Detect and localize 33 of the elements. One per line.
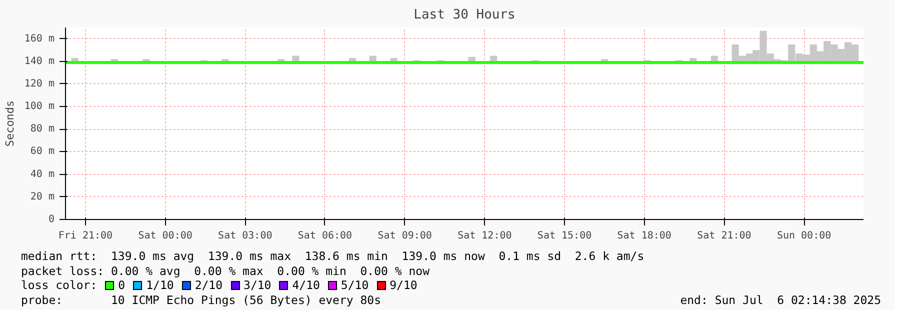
y-tick-label: 40 m <box>30 168 55 180</box>
y-tick-label: 20 m <box>30 191 55 202</box>
y-tick-label: 80 m <box>30 124 55 135</box>
legend-label: 9/10 <box>390 278 418 292</box>
x-tick-label: Sat 09:00 <box>378 230 432 242</box>
x-tick-label: Sat 03:00 <box>218 230 272 242</box>
y-tick-label: 140 m <box>24 56 55 67</box>
x-tick-label: Sat 06:00 <box>298 230 352 242</box>
legend-label: 4/10 <box>292 278 320 292</box>
x-tick-label: Sat 18:00 <box>617 230 672 242</box>
x-tick-label: Sat 21:00 <box>697 230 752 242</box>
y-tick-label: 60 m <box>30 146 55 158</box>
x-tick-label: Sat 12:00 <box>458 230 512 242</box>
legend-title: loss color: <box>21 278 98 292</box>
x-tick-label: Fri 21:00 <box>58 230 113 242</box>
legend-label: 5/10 <box>340 278 369 292</box>
text: median rtt: 139.0 ms avg 139.0 ms max 138.6 ms min 139.0 ms now 0.1 ms sd 2.6 k am/s <box>21 249 646 264</box>
y-tick-label: 0 <box>48 214 55 225</box>
x-tick-label: Sun 00:00 <box>776 230 832 242</box>
y-tick-label: 120 m <box>24 78 55 90</box>
x-tick-label: Sat 00:00 <box>138 230 192 242</box>
chart-title: Last 30 Hours <box>414 8 516 22</box>
legend-label: 0 <box>118 278 126 292</box>
legend-label: 1/10 <box>146 278 174 292</box>
text: probe: 10 ICMP Echo Pings (56 Bytes) every 80s <box>21 292 382 307</box>
y-tick-label: 100 m <box>24 101 55 112</box>
x-tick-label: Sat 15:00 <box>537 230 592 242</box>
text: end: Sun Jul 6 02:14:38 2025 <box>680 292 881 307</box>
legend-label: 3/10 <box>244 278 272 292</box>
y-tick-label: 160 m <box>24 33 55 44</box>
y-axis-title: Seconds <box>3 100 16 147</box>
legend-label: 2/10 <box>194 278 223 292</box>
text: packet loss: 0.00 % avg 0.00 % max 0.00 % min 0.00 % now <box>21 264 430 278</box>
